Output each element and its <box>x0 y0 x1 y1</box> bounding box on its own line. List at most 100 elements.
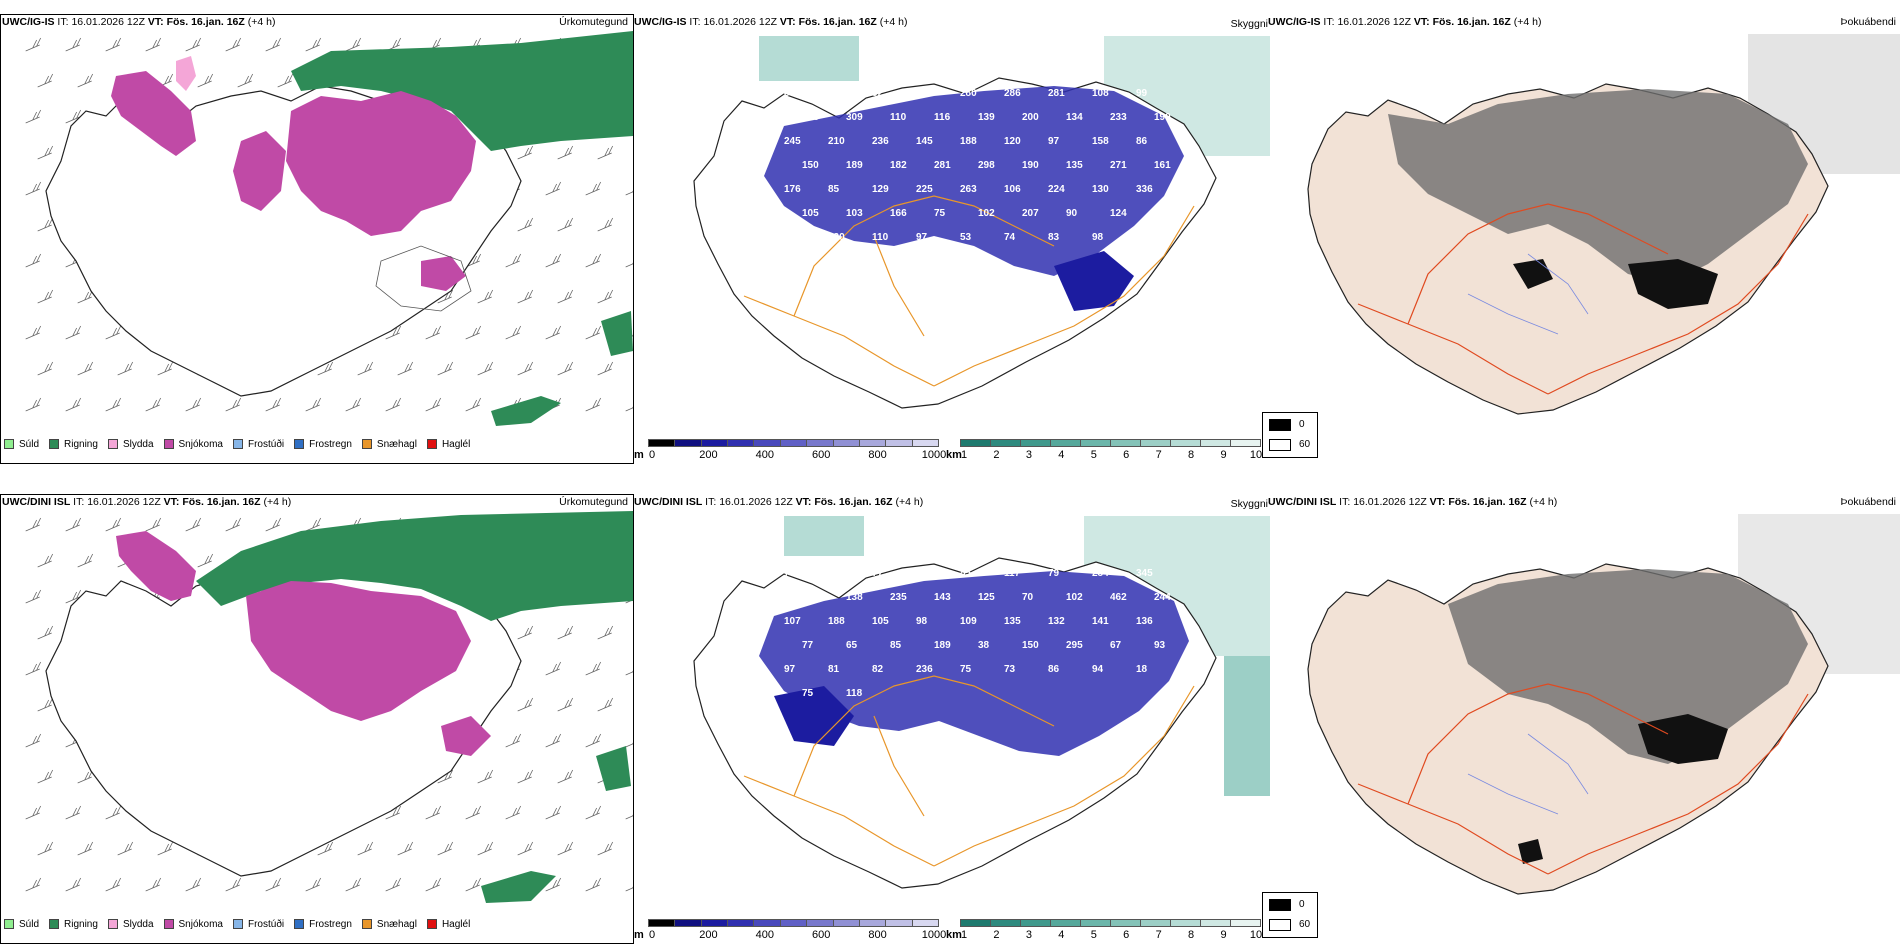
wind-barb <box>585 397 602 412</box>
visibility-label: 90 <box>1066 208 1078 219</box>
snow-spot-s <box>441 716 491 756</box>
wind-barb <box>77 361 94 376</box>
snow-area-center <box>233 131 286 211</box>
fog-key-high-label: 0 <box>1299 419 1305 430</box>
legend-item-frostúði: Frostúði <box>232 439 284 450</box>
visibility-label: 145 <box>916 136 933 147</box>
init-time: 16.01.2026 12Z <box>1353 496 1427 508</box>
panel-type: Úrkomutegund <box>559 496 628 508</box>
snow-area-nw <box>116 531 196 601</box>
visibility-tick: 4 <box>1058 449 1065 461</box>
wind-barb <box>145 517 162 532</box>
visibility-label: 98 <box>916 616 928 627</box>
visibility-tick: 10 <box>1249 449 1263 461</box>
visibility-segment <box>1170 439 1201 447</box>
wind-barb <box>477 769 494 784</box>
legend-item-frostregn: Frostregn <box>294 919 352 930</box>
wind-barb <box>385 325 402 340</box>
wind-barb <box>397 361 414 376</box>
wind-barb <box>37 553 54 568</box>
visibility-label: 97 <box>784 664 796 675</box>
visibility-label: 83 <box>1048 232 1060 243</box>
wind-barb <box>37 145 54 160</box>
wind-barb <box>65 397 82 412</box>
vt-label: VT: <box>1429 496 1446 508</box>
visibility-label: 108 <box>1092 88 1109 99</box>
wind-barb <box>65 589 82 604</box>
visibility-label: 166 <box>890 208 907 219</box>
visibility-segment <box>1170 919 1201 927</box>
wind-barb <box>305 877 322 892</box>
sleet-area <box>176 56 196 91</box>
fog-key-low-swatch <box>1269 439 1291 451</box>
wind-barb <box>545 805 562 820</box>
cloud-base-segment <box>648 439 676 447</box>
wind-barb <box>585 733 602 748</box>
legend-swatch <box>232 919 243 929</box>
legend-swatch <box>107 919 118 929</box>
wind-barb <box>105 397 122 412</box>
wind-barb <box>557 289 574 304</box>
visibility-label: 97 <box>916 232 928 243</box>
precip-panel-row2: UWC/DINI ISL IT: 16.01.2026 12Z VT: Fös.… <box>0 494 634 944</box>
visibility-label: 138 <box>846 592 863 603</box>
wind-barb <box>345 877 362 892</box>
visibility-label: 110 <box>890 112 907 123</box>
visibility-label: 182 <box>890 160 907 171</box>
cloud-base-tick: 0 <box>648 929 656 941</box>
wind-barb <box>65 37 82 52</box>
wind-barb <box>225 397 242 412</box>
wind-barb <box>145 397 162 412</box>
wind-barb <box>25 325 42 340</box>
legend-label: Haglél <box>441 918 471 930</box>
wind-barb <box>345 37 362 52</box>
visibility-colorbar: km 1 2 3 4 5 6 7 8 9 10 <box>946 437 1266 467</box>
cloud-base-tick: 600 <box>812 929 831 941</box>
visibility-unit: km <box>946 929 962 941</box>
wind-barb <box>597 145 614 160</box>
low-cloud-west <box>774 686 854 746</box>
visibility-label: 67 <box>1110 640 1122 651</box>
map-frame <box>0 494 634 944</box>
visibility-label: 295 <box>1066 640 1083 651</box>
precip-map <box>25 31 633 426</box>
model-name: UWC/DINI ISL <box>2 496 71 508</box>
vt-label: VT: <box>779 16 796 28</box>
visibility-tick: 5 <box>1090 449 1097 461</box>
wind-barb <box>425 397 442 412</box>
fog-black-center <box>1638 714 1728 764</box>
visibility-label: 75 <box>934 208 946 219</box>
legend-swatch <box>4 919 14 929</box>
visibility-label: 224 <box>1048 184 1065 195</box>
legend-label: Snæhagl <box>376 438 417 450</box>
panel-type: Þokuábendi <box>1840 496 1896 508</box>
wind-barb <box>357 361 374 376</box>
fog-dark-north <box>1448 569 1808 764</box>
cloud-base-segment <box>885 919 913 927</box>
visibility-label: 92 <box>872 88 884 99</box>
panel-header: UWC/DINI ISL IT: 16.01.2026 12Z VT: Fös.… <box>2 494 291 510</box>
roads <box>1357 683 1809 875</box>
wind-barb <box>545 661 562 676</box>
visibility-label: 130 <box>828 232 845 243</box>
init-time: 16.01.2026 12Z <box>71 16 145 28</box>
low-cloud-north <box>764 86 1184 276</box>
visibility-label: 99 <box>1136 88 1148 99</box>
wind-barb <box>157 361 174 376</box>
wind-barb <box>105 805 122 820</box>
wind-barb <box>545 181 562 196</box>
wind-barb <box>425 325 442 340</box>
wind-barb <box>437 361 454 376</box>
visibility-label: 38 <box>978 640 990 651</box>
roads <box>743 675 1195 867</box>
fog-indicator-map <box>1307 514 1900 895</box>
cloud-base-segment <box>753 919 781 927</box>
visibility-label: 86 <box>1048 664 1060 675</box>
panel-type: Úrkomutegund <box>559 16 628 28</box>
wind-barb <box>597 697 614 712</box>
precip-map <box>25 511 633 903</box>
model-name: UWC/IG-IS <box>1268 16 1321 28</box>
visibility-label: 176 <box>784 184 801 195</box>
visibility-label: 109 <box>960 616 977 627</box>
cloud-base-colorbar: m 0 200 400 600 800 1000 <box>634 437 946 467</box>
